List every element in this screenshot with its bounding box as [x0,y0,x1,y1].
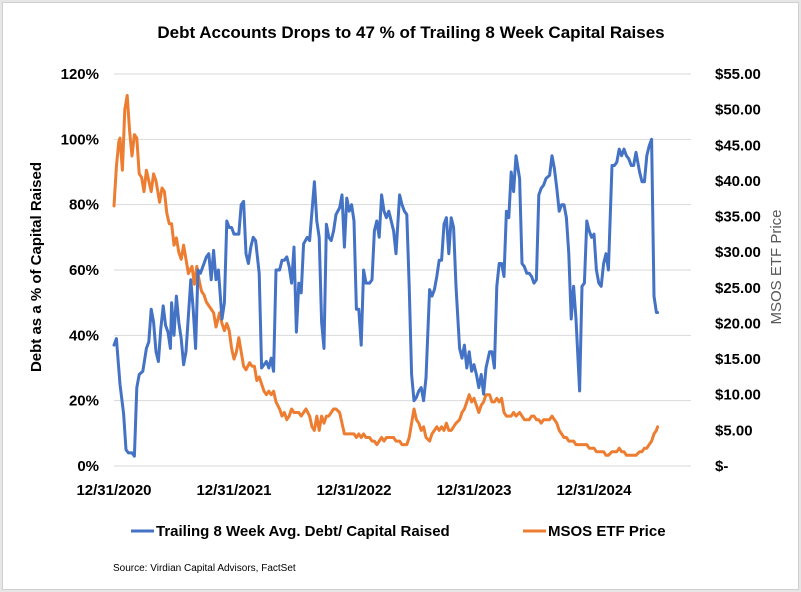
y-tick-label-left: 60% [69,262,99,279]
x-axis-ticks: 12/31/2020 12/31/2021 12/31/2022 12/31/2023… [76,482,632,499]
chart-svg: Debt Accounts Drops to 47 % of Trailing … [28,23,785,574]
x-tick-label: 12/31/2023 [436,482,511,499]
legend-label-debt: Trailing 8 Week Avg. Debt/ Capital Raise… [156,523,450,540]
y-tick-label-right: $55.00 [715,66,761,83]
x-tick-label: 12/31/2024 [556,482,632,499]
y-tick-label-right: $20.00 [715,315,761,332]
y-tick-label-left: 100% [61,131,99,148]
y-tick-label-right: $40.00 [715,173,761,190]
x-tick-label: 12/31/2021 [196,482,271,499]
y-tick-label-right: $5.00 [715,422,753,439]
x-tick-label: 12/31/2020 [76,482,151,499]
y-tick-label-left: 80% [69,197,99,214]
y-tick-label-right: $45.00 [715,137,761,154]
y-axis-left-label: Debt as a % of Capital Raised [28,162,45,372]
source-note: Source: Virdian Capital Advisors, FactSe… [113,563,296,574]
y-tick-label-right: $25.00 [715,280,761,297]
series-line-msos [112,93,660,457]
y-tick-label-right: $35.00 [715,209,761,226]
y-tick-label-right: $10.00 [715,387,761,404]
legend-label-msos: MSOS ETF Price [548,523,666,540]
chart-title: Debt Accounts Drops to 47 % of Trailing … [157,23,664,42]
x-tick-label: 12/31/2022 [316,482,391,499]
y-tick-label-right: $30.00 [715,244,761,261]
y-axis-right-ticks: $- $5.00 $10.00 $15.00 $20.00 $25.00 $30.00 $35… [715,66,761,475]
y-tick-label-left: 120% [61,66,99,83]
series-lines [112,93,660,458]
y-tick-label-left: 0% [77,458,99,475]
y-tick-label-right: $- [715,458,728,475]
legend: Trailing 8 Week Avg. Debt/ Capital Raise… [131,523,666,540]
y-axis-left-ticks: 0% 20% 40% 60% 80% 100% 120% [61,66,99,475]
y-tick-label-left: 20% [69,393,99,410]
y-tick-label-right: $15.00 [715,351,761,368]
series-line-debt [112,137,660,458]
y-axis-right-label: MSOS ETF Price [768,209,785,324]
y-tick-label-left: 40% [69,327,99,344]
y-tick-label-right: $50.00 [715,102,761,119]
